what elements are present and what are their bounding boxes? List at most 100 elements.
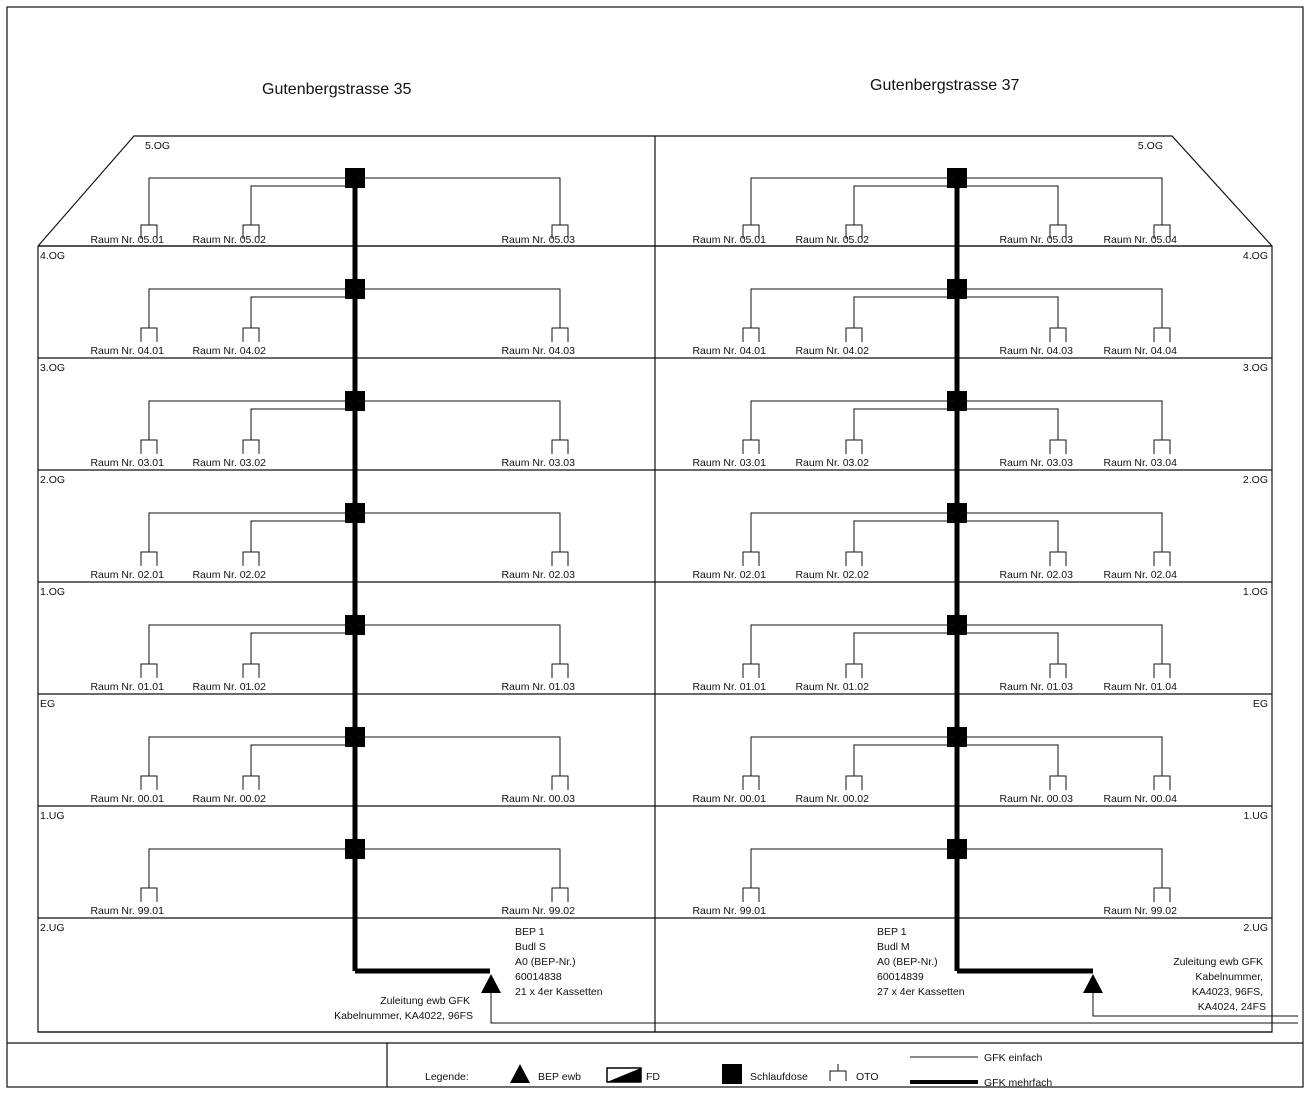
room-label: Raum Nr. 05.02 (795, 234, 869, 246)
building-title-35: Gutenbergstrasse 35 (262, 81, 412, 98)
oto-icon (242, 439, 260, 454)
floor-label: 5.OG (1138, 140, 1163, 152)
gfk-single-branch (957, 408, 1059, 440)
oto-icon (551, 327, 569, 342)
oto-icon (742, 439, 760, 454)
room-label: Raum Nr. 00.03 (501, 793, 575, 805)
oto-icon (551, 887, 569, 902)
room-label: Raum Nr. 99.02 (1103, 905, 1177, 917)
floor-label: EG (40, 698, 55, 710)
room-label: Raum Nr. 02.01 (692, 569, 766, 581)
room-label: Raum Nr. 01.02 (192, 681, 266, 693)
oto-icon (1153, 439, 1171, 454)
floor-label: 4.OG (1243, 250, 1268, 262)
room-label: Raum Nr. 02.02 (192, 569, 266, 581)
room-label: Raum Nr. 03.03 (501, 457, 575, 469)
room-label: Raum Nr. 05.01 (692, 234, 766, 246)
room-label: Raum Nr. 04.04 (1103, 345, 1177, 357)
feed-info-37: Zuleitung ewb GFK Kabelnummer, KA4023, 9… (1173, 956, 1266, 1013)
room-label: Raum Nr. 05.03 (999, 234, 1073, 246)
oto-icon (242, 551, 260, 566)
gfk-single-branch (250, 185, 355, 225)
feed-info-35: Zuleitung ewb GFK Kabelnummer, KA4022, 9… (334, 995, 473, 1022)
room-label: Raum Nr. 00.04 (1103, 793, 1177, 805)
room-label: Raum Nr. 01.03 (999, 681, 1073, 693)
oto-icon (242, 327, 260, 342)
room-label: Raum Nr. 03.04 (1103, 457, 1177, 469)
gfk-single-branch (853, 744, 957, 776)
risers-layer (352, 168, 1298, 1024)
oto-icon (1049, 439, 1067, 454)
floor-label: 1.OG (1243, 586, 1268, 598)
legend-fd-label: FD (646, 1071, 660, 1083)
room-label: Raum Nr. 01.02 (795, 681, 869, 693)
legend-gfk-single-label: GFK einfach (984, 1052, 1043, 1064)
room-label: Raum Nr. 01.03 (501, 681, 575, 693)
gfk-single-branch (853, 520, 957, 552)
room-label: Raum Nr. 02.02 (795, 569, 869, 581)
oto-icon (742, 551, 760, 566)
fd-fill-icon (607, 1068, 641, 1082)
oto-icon (140, 663, 158, 678)
room-label: Raum Nr. 01.01 (692, 681, 766, 693)
oto-icon (1049, 551, 1067, 566)
room-label: Raum Nr. 02.01 (90, 569, 164, 581)
oto-icon (551, 439, 569, 454)
oto-icon (1049, 327, 1067, 342)
gfk-single-branch (853, 408, 957, 440)
oto-icon (1153, 775, 1171, 790)
oto-icon (829, 1064, 847, 1081)
bep-info-35-line: A0 (BEP-Nr.) (515, 956, 576, 968)
room-label: Raum Nr. 00.01 (692, 793, 766, 805)
oto-icon (140, 224, 158, 239)
gfk-single-branch (250, 408, 355, 440)
oto-icon (845, 439, 863, 454)
oto-icon (551, 551, 569, 566)
floor-label: 5.OG (145, 140, 170, 152)
gfk-single-branch (250, 296, 355, 328)
oto-icon (845, 775, 863, 790)
room-label: Raum Nr. 04.01 (692, 345, 766, 357)
floor-label: 3.OG (40, 362, 65, 374)
floor-label: 2.UG (1243, 922, 1268, 934)
oto-icon (140, 775, 158, 790)
oto-icon (140, 327, 158, 342)
room-label: Raum Nr. 04.03 (999, 345, 1073, 357)
oto-icon (551, 775, 569, 790)
bep-info-37-line: 60014839 (877, 971, 924, 983)
room-label: Raum Nr. 99.01 (90, 905, 164, 917)
oto-icon (1049, 775, 1067, 790)
oto-icon (242, 663, 260, 678)
room-label: Raum Nr. 03.01 (90, 457, 164, 469)
oto-icon (140, 887, 158, 902)
room-label: Raum Nr. 99.01 (692, 905, 766, 917)
oto-icon (140, 439, 158, 454)
room-label: Raum Nr. 02.03 (999, 569, 1073, 581)
bep-info-37-line: A0 (BEP-Nr.) (877, 956, 938, 968)
oto-icon (1049, 663, 1067, 678)
oto-icon (742, 887, 760, 902)
bep-info-35-line: Budl S (515, 941, 546, 953)
page-border (6, 6, 1304, 1088)
room-label: Raum Nr. 03.01 (692, 457, 766, 469)
feed-info-37-line: Kabelnummer, (1195, 971, 1263, 983)
oto-icon (845, 327, 863, 342)
room-label: Raum Nr. 02.03 (501, 569, 575, 581)
bep-info-37-line: 27 x 4er Kassetten (877, 986, 965, 998)
gfk-single-branch (250, 632, 355, 664)
legend: Legende: BEP ewb FD Schlaufdose OTO GFK … (425, 1052, 1052, 1089)
oto-icon (742, 224, 760, 239)
feed-info-37-line: Zuleitung ewb GFK (1173, 956, 1263, 968)
bep-info-35-line: BEP 1 (515, 926, 545, 938)
floors-layer: 5.OG Raum Nr. 05.01 Raum Nr. 05.02 Raum Nr.… (38, 140, 1272, 1033)
floor-label: 1.UG (40, 810, 65, 822)
oto-icon (140, 551, 158, 566)
oto-icon (742, 775, 760, 790)
room-label: Raum Nr. 00.03 (999, 793, 1073, 805)
oto-icon (242, 224, 260, 239)
legend-gfk-multi-label: GFK mehrfach (984, 1077, 1052, 1089)
room-label: Raum Nr. 05.01 (90, 234, 164, 246)
gfk-single-feed (490, 993, 1298, 1024)
room-label: Raum Nr. 05.04 (1103, 234, 1177, 246)
